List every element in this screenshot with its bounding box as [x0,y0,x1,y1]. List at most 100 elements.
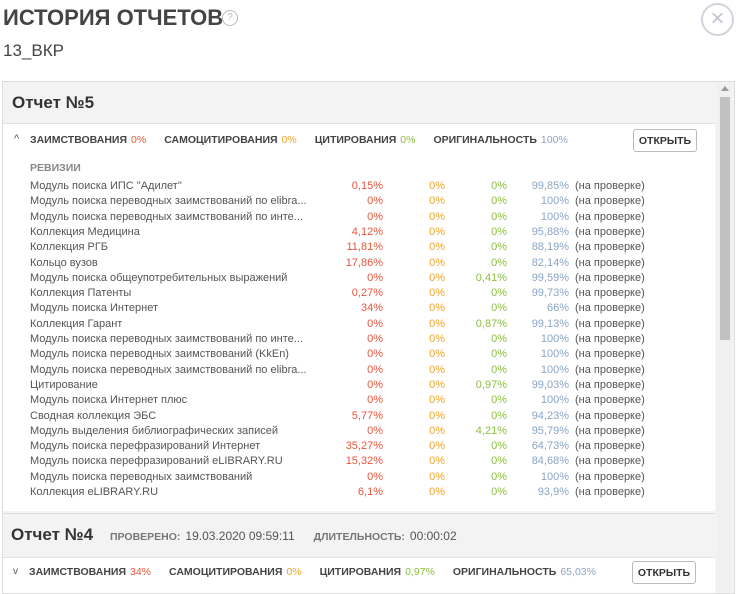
revision-value: 88,19% [531,241,569,254]
revision-name: Коллекция Гарант [30,317,123,330]
summary-value: 0,97% [405,566,435,578]
revision-status: (на проверке) [575,348,645,361]
report-title: Отчет №5 [12,93,95,112]
expand-arrow[interactable]: v [13,566,18,577]
revision-value: 0% [367,424,383,437]
revision-value: 100% [540,363,569,376]
revision-value: 0% [491,195,507,208]
revision-status: (на проверке) [575,302,645,315]
revision-value: 93,9% [537,486,569,498]
summary-item: ОРИГИНАЛЬНОСТЬ 100% [433,134,567,146]
revision-status: (на проверке) [575,210,645,223]
revision-value: 0% [367,348,383,361]
revision-status: (на проверке) [575,440,645,453]
revision-value: 0% [367,195,383,208]
revision-value: 100% [540,348,569,361]
revision-value: 99,73% [531,287,569,300]
revision-value: 0% [367,271,383,284]
revision-name: Модуль поиска переводных заимствований п… [30,363,307,376]
revision-value: 0% [429,440,445,453]
revision-value: 15,32% [345,455,383,468]
revision-value: 0% [429,363,445,376]
revision-value: 0% [491,455,507,468]
revision-value: 0% [491,394,507,407]
revision-value: 0% [491,440,507,453]
scroll-thumb[interactable] [720,97,730,340]
summary-label: САМОЦИТИРОВАНИЯ [164,134,278,146]
revision-status: (на проверке) [575,455,645,468]
revision-value: 0% [429,256,445,269]
revision-name: Коллекция eLIBRARY.RU [30,486,159,498]
revision-value: 0% [429,394,445,407]
revision-name: Коллекция Медицина [30,225,140,238]
revision-value: 100% [540,333,569,345]
revision-value: 4,21% [475,424,507,437]
revision-value: 95,79% [531,424,569,437]
revision-value: 0% [429,409,445,422]
revision-name: Модуль поиска перефразирований Интернет [30,440,261,453]
collapse-arrow[interactable]: ^ [14,133,20,145]
revision-name: Коллекция РГБ [30,241,109,254]
revisions-title: РЕВИЗИИ [30,162,81,174]
checked-label: ПРОВЕРЕНО: [110,531,181,543]
report-meta: ПРОВЕРЕНО: 19.03.2020 09:59:11 ДЛИТЕЛЬНО… [110,529,457,543]
revision-name: Модуль поиска Интернет [30,302,158,315]
revision-value: 100% [540,210,569,223]
revision-value: 0% [429,333,445,345]
revision-value: 4,12% [351,225,383,238]
revision-status: (на проверке) [575,225,645,238]
revision-value: 0% [429,287,445,300]
revision-name: Кольцо вузов [30,256,98,269]
revision-name: Модуль поиска переводных заимствований п… [30,333,303,345]
revision-value: 0% [367,394,383,407]
revision-status: (на проверке) [575,271,645,284]
summary-label: ОРИГИНАЛЬНОСТЬ [452,566,557,578]
revision-value: 35,27% [345,440,383,453]
revision-name: Модуль поиска переводных заимствований (… [30,348,289,361]
revision-value: 0% [429,241,445,254]
revision-value: 100% [540,470,569,483]
revision-value: 17,86% [345,256,383,269]
revision-value: 0,15% [351,180,383,192]
revision-status: (на проверке) [575,195,645,208]
scroll-up[interactable] [721,86,729,91]
checked-date: 19.03.2020 09:59:11 [185,529,295,543]
revision-name: Модуль поиска ИПС "Адилет" [30,180,182,192]
revision-status: (на проверке) [575,333,645,345]
revision-status: (на проверке) [575,180,645,192]
revision-value: 100% [540,195,569,208]
summary-label: ОРИГИНАЛЬНОСТЬ [433,134,537,146]
revision-value: 0% [429,470,445,483]
revision-value: 99,03% [531,378,569,391]
revision-value: 0% [429,348,445,361]
help-icon[interactable]: ? [222,10,238,26]
revision-value: 0% [367,378,383,391]
revision-value: 99,13% [531,317,569,330]
revision-value: 0% [429,271,445,284]
revision-value: 0% [491,302,507,315]
subtitle: 13_ВКР [3,41,64,60]
summary-item: САМОЦИТИРОВАНИЯ 0% [164,134,297,146]
summary-item: ОРИГИНАЛЬНОСТЬ 65,03% [453,566,596,578]
revision-value: 34% [360,302,383,315]
open-button[interactable]: ОТКРЫТЬ [633,129,697,152]
revision-value: 0,41% [475,271,507,284]
revision-value: 0% [367,363,383,376]
revision-status: (на проверке) [575,256,645,269]
summary: ЗАИМСТВОВАНИЯ 0% САМОЦИТИРОВАНИЯ 0% ЦИТИРОВА… [30,134,568,146]
revision-value: 64,73% [531,440,569,453]
revision-name: Модуль выделения библиографических запис… [30,424,278,437]
revision-status: (на проверке) [575,409,645,422]
revision-status: (на проверке) [575,317,645,330]
summary-value: 100% [540,134,568,146]
revision-value: 11,81% [346,241,384,254]
summary: ЗАИМСТВОВАНИЯ 34% САМОЦИТИРОВАНИЯ 0% ЦИТИРОВ… [29,566,596,578]
revision-value: 0% [429,210,445,223]
close-button[interactable]: × [701,3,734,36]
open-button[interactable]: ОТКРЫТЬ [632,561,696,584]
summary-value: 0% [281,134,297,146]
revision-value: 66% [546,302,569,315]
revision-value: 100% [540,394,569,407]
revision-status: (на проверке) [575,241,645,254]
